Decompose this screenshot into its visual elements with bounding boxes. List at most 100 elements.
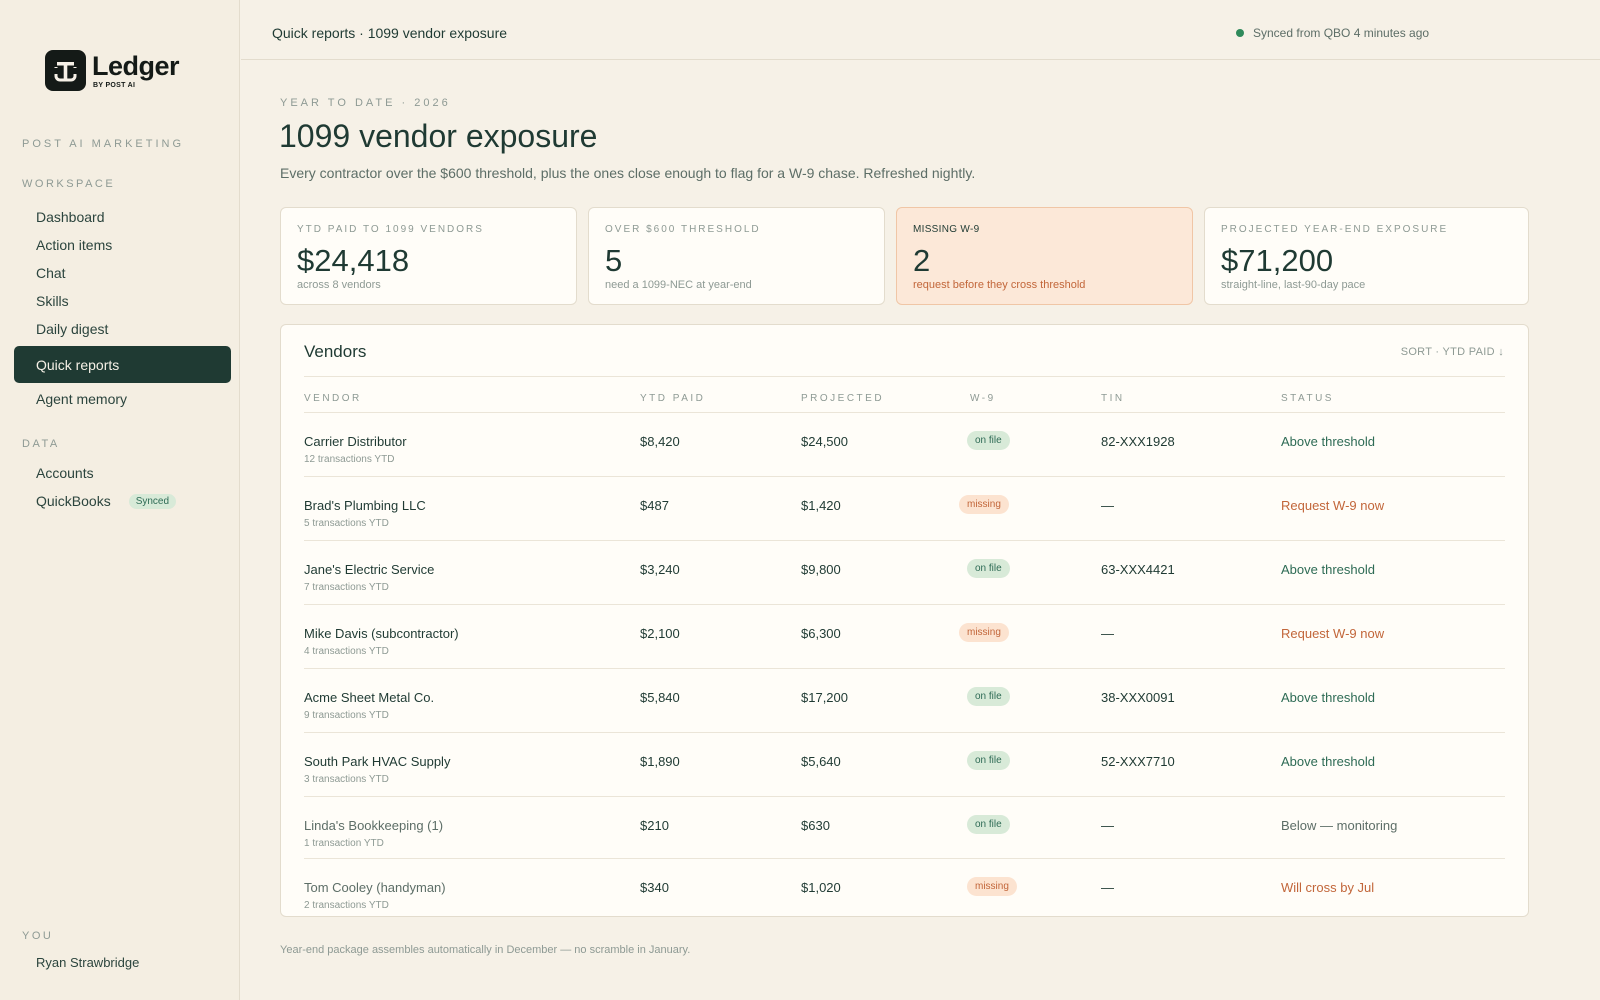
stat-subtext: across 8 vendors xyxy=(297,279,381,292)
status-text: Will cross by Jul xyxy=(1281,880,1375,895)
ytd-paid-value: $2,100 xyxy=(640,626,680,641)
page-description: Every contractor over the $600 threshold… xyxy=(280,165,976,181)
column-header-status[interactable]: STATUS xyxy=(1281,393,1334,404)
sync-status-text: Synced from QBO 4 minutes ago xyxy=(1253,26,1430,40)
topbar: Quick reports · 1099 vendor exposure Syn… xyxy=(241,0,1600,60)
logo-name: Ledger xyxy=(92,50,180,81)
ytd-paid-value: $3,240 xyxy=(640,562,680,577)
sidebar-item-agent-memory[interactable]: Agent memory xyxy=(36,391,128,407)
table-row[interactable]: South Park HVAC Supply 3 transactions YT… xyxy=(304,733,1505,797)
vendor-name[interactable]: Mike Davis (subcontractor) xyxy=(304,626,459,641)
projected-value: $17,200 xyxy=(801,690,848,705)
status-text: Below — monitoring xyxy=(1281,818,1398,833)
sidebar-item-dashboard[interactable]: Dashboard xyxy=(36,209,105,225)
vendor-transactions: 2 transactions YTD xyxy=(304,900,389,911)
column-header-w9[interactable]: W-9 xyxy=(970,393,996,404)
table-row[interactable]: Brad's Plumbing LLC 5 transactions YTD $… xyxy=(304,477,1505,541)
w9-badge: on file xyxy=(967,559,1010,578)
sidebar-item-skills[interactable]: Skills xyxy=(36,293,69,309)
table-row[interactable]: Acme Sheet Metal Co. 9 transactions YTD … xyxy=(304,669,1505,733)
user-name[interactable]: Ryan Strawbridge xyxy=(36,955,140,970)
status-text: Above threshold xyxy=(1281,754,1375,769)
vendor-name[interactable]: Linda's Bookkeeping (1) xyxy=(304,818,444,833)
stat-subtext: straight-line, last-90-day pace xyxy=(1221,279,1366,292)
footnote: Year-end package assembles automatically… xyxy=(280,944,691,956)
tin-value: 38-XXX0091 xyxy=(1101,690,1175,705)
org-name: POST AI MARKETING xyxy=(22,138,185,150)
projected-value: $9,800 xyxy=(801,562,841,577)
projected-value: $1,420 xyxy=(801,498,841,513)
stat-label: OVER $600 THRESHOLD xyxy=(605,224,761,235)
vendor-name[interactable]: Jane's Electric Service xyxy=(304,562,435,577)
sidebar-item-chat[interactable]: Chat xyxy=(36,265,66,281)
stat-label: YTD PAID TO 1099 VENDORS xyxy=(297,224,484,235)
w9-badge: on file xyxy=(967,687,1010,706)
tin-value: — xyxy=(1101,626,1114,641)
ledger-logo-icon xyxy=(45,50,86,91)
table-row[interactable]: Linda's Bookkeeping (1) 1 transaction YT… xyxy=(304,797,1505,859)
table-row[interactable]: Carrier Distributor 12 transactions YTD … xyxy=(304,413,1505,477)
sidebar-item-quick-reports[interactable]: Quick reports xyxy=(14,346,231,383)
ytd-paid-value: $1,890 xyxy=(640,754,680,769)
sidebar-item-quickbooks[interactable]: QuickBooks Synced xyxy=(14,487,231,515)
ledger-logo[interactable]: Ledger BY POST AI xyxy=(45,50,180,91)
stat-card-missing-w9: MISSING W-9 2 request before they cross … xyxy=(896,207,1193,305)
column-header-tin[interactable]: TIN xyxy=(1101,393,1125,404)
vendors-panel: Vendors SORT · YTD PAID ↓ VENDOR YTD PAI… xyxy=(280,324,1529,917)
ytd-paid-value: $487 xyxy=(640,498,669,513)
tin-value: 52-XXX7710 xyxy=(1101,754,1175,769)
status-text[interactable]: Request W-9 now xyxy=(1281,626,1385,641)
breadcrumb: Quick reports · 1099 vendor exposure xyxy=(272,25,508,41)
table-row[interactable]: Tom Cooley (handyman) 2 transactions YTD… xyxy=(304,859,1505,916)
column-header-ytd-paid[interactable]: YTD PAID xyxy=(640,393,706,404)
vendor-name[interactable]: Tom Cooley (handyman) xyxy=(304,880,446,895)
stat-value: $24,418 xyxy=(297,243,410,278)
sidebar-item-action-items[interactable]: Action items xyxy=(36,237,113,253)
w9-badge: on file xyxy=(967,751,1010,770)
ytd-paid-value: $340 xyxy=(640,880,669,895)
vendor-name[interactable]: Acme Sheet Metal Co. xyxy=(304,690,435,705)
divider xyxy=(304,412,1505,413)
tin-value: 82-XXX1928 xyxy=(1101,434,1175,449)
tin-value: — xyxy=(1101,818,1114,833)
vendor-transactions: 3 transactions YTD xyxy=(304,774,389,785)
status-text: Above threshold xyxy=(1281,690,1375,705)
synced-badge: Synced xyxy=(128,493,177,509)
section-label-you: YOU xyxy=(22,930,54,942)
sort-control[interactable]: SORT · YTD PAID ↓ xyxy=(1400,346,1504,358)
projected-value: $6,300 xyxy=(801,626,841,641)
sidebar: Ledger BY POST AI POST AI MARKETING WORK… xyxy=(0,0,240,1000)
tin-value: 63-XXX4421 xyxy=(1101,562,1175,577)
ytd-paid-value: $5,840 xyxy=(640,690,680,705)
page-eyebrow: YEAR TO DATE · 2026 xyxy=(280,97,451,109)
column-header-vendor[interactable]: VENDOR xyxy=(304,393,362,404)
status-dot-icon xyxy=(1236,29,1244,37)
vendor-transactions: 9 transactions YTD xyxy=(304,710,389,721)
logo-subtitle: BY POST AI xyxy=(93,81,136,89)
table-row[interactable]: Jane's Electric Service 7 transactions Y… xyxy=(304,541,1505,605)
w9-badge: on file xyxy=(967,815,1010,834)
vendor-name[interactable]: Brad's Plumbing LLC xyxy=(304,498,426,513)
projected-value: $1,020 xyxy=(801,880,841,895)
status-text: Above threshold xyxy=(1281,434,1375,449)
vendor-name[interactable]: Carrier Distributor xyxy=(304,434,407,449)
sidebar-item-daily-digest[interactable]: Daily digest xyxy=(36,321,109,337)
column-header-projected[interactable]: PROJECTED xyxy=(801,393,885,404)
divider xyxy=(304,376,1505,377)
w9-badge: on file xyxy=(967,431,1010,450)
vendor-name[interactable]: South Park HVAC Supply xyxy=(304,754,451,769)
vendor-transactions: 1 transaction YTD xyxy=(304,838,384,849)
sidebar-item-accounts[interactable]: Accounts xyxy=(36,465,94,481)
status-text: Above threshold xyxy=(1281,562,1375,577)
vendor-transactions: 4 transactions YTD xyxy=(304,646,389,657)
tin-value: — xyxy=(1101,880,1114,895)
w9-badge: missing xyxy=(967,877,1017,896)
table-row[interactable]: Mike Davis (subcontractor) 4 transaction… xyxy=(304,605,1505,669)
projected-value: $5,640 xyxy=(801,754,841,769)
stat-value: 5 xyxy=(605,243,623,278)
stat-subtext: need a 1099-NEC at year-end xyxy=(605,279,752,292)
section-label-data: DATA xyxy=(22,438,60,450)
status-text[interactable]: Request W-9 now xyxy=(1281,498,1385,513)
ytd-paid-value: $8,420 xyxy=(640,434,680,449)
vendor-transactions: 7 transactions YTD xyxy=(304,582,389,593)
